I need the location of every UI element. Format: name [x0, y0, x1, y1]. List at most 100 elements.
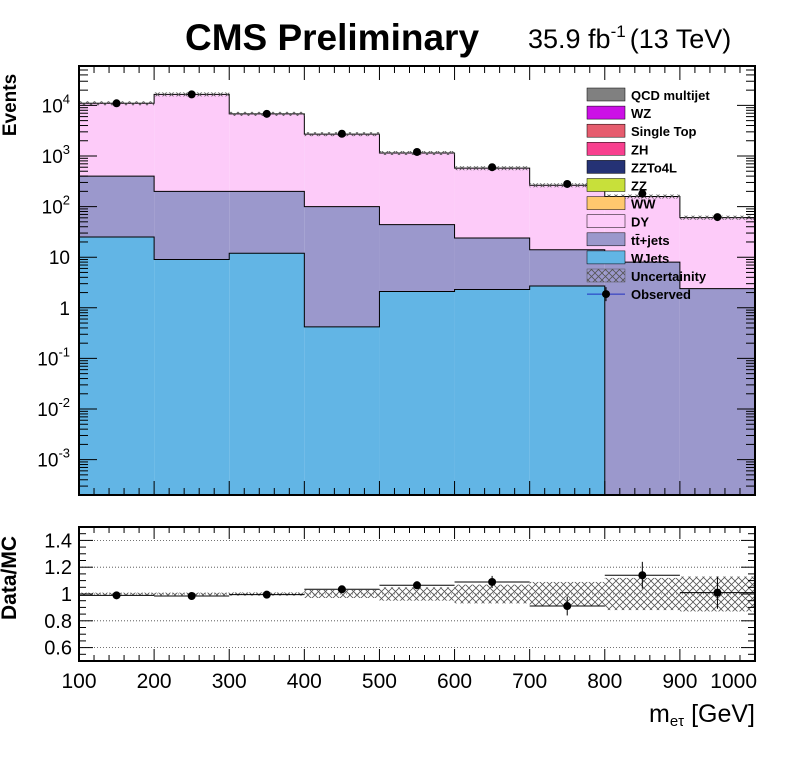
legend-swatch [586, 123, 626, 138]
x-tick-label: 100 [61, 670, 96, 693]
observed-point [187, 90, 196, 99]
x-axis-title-main: m [649, 700, 670, 728]
observed-point [638, 189, 647, 198]
ratio-point [488, 577, 497, 586]
legend-swatch [586, 105, 626, 120]
ratio-point [112, 591, 121, 600]
stack-bar [379, 153, 455, 225]
y-tick-exp: 3 [63, 142, 70, 157]
ratio-point [638, 571, 647, 580]
y-tick-exp: 2 [63, 193, 70, 208]
x-axis-title-sub: eτ [670, 713, 684, 730]
plot-title: CMS Preliminary [185, 17, 479, 58]
stack-bar [454, 168, 530, 238]
y-tick-label: 1 [59, 299, 70, 320]
stack-bar [154, 94, 230, 192]
main-frame [78, 65, 756, 496]
x-tick-label: 700 [512, 670, 547, 693]
ratio-point [262, 590, 271, 599]
stack-bar [304, 206, 380, 327]
y-tick-base: 10 [42, 147, 63, 168]
stack-bar [529, 285, 605, 495]
x-tick-label: 400 [287, 670, 322, 693]
ratio-point [413, 581, 421, 590]
legend-swatch [586, 214, 626, 228]
x-axis-title: meτ [GeV] [649, 700, 755, 730]
legend-entry: WW [586, 196, 656, 212]
y-tick-base: 1 [59, 299, 70, 320]
x-axis-title-unit: [GeV] [684, 700, 755, 728]
stack-bar [79, 103, 155, 177]
y-tick-exp: -3 [58, 446, 70, 461]
x-tick-label: 900 [662, 670, 697, 693]
x-tick-label: 800 [587, 670, 622, 693]
ratio-point [337, 585, 346, 594]
x-tick-label: 300 [212, 670, 247, 693]
legend-label: QCD multijet [631, 88, 710, 103]
lumi-exponent: -1 [611, 22, 626, 41]
stack-bar [154, 259, 230, 495]
stack-bar [379, 291, 455, 495]
legend-entry: Single Top [586, 123, 697, 139]
legend-label: Single Top [631, 124, 697, 139]
legend-label: ZZTo4L [631, 160, 677, 175]
legend-label: ZZ [631, 179, 647, 194]
stack-dy [79, 94, 755, 289]
stack-bar [604, 262, 680, 495]
stack-bar [679, 217, 755, 289]
ratio-uncertainty [454, 584, 530, 604]
y-tick-base: 10 [42, 198, 63, 219]
legend-swatch [586, 87, 626, 102]
x-tick-label: 200 [137, 670, 172, 693]
legend-marker [602, 290, 610, 299]
y-tick-label: 102 [42, 193, 70, 219]
ratio-y-tick-label: 0.8 [44, 611, 72, 633]
stack-bar [154, 191, 230, 260]
ratio-point [187, 592, 196, 601]
y-tick-base: 10 [42, 96, 63, 117]
observed-point [112, 99, 121, 108]
ratio-uncertainty [379, 587, 455, 601]
legend-swatch [586, 142, 626, 156]
observed-point [337, 129, 346, 138]
stack-bar [454, 289, 530, 495]
legend-label: ZH [631, 142, 648, 157]
y-tick-base: 10 [37, 400, 58, 421]
legend-entry: ZZTo4L [586, 160, 677, 175]
y-tick-label: 103 [42, 142, 70, 168]
legend-label: Uncertainity [631, 269, 707, 284]
ratio-y-axis-title: Data/MC [0, 536, 21, 620]
legend-swatch [586, 232, 626, 247]
legend-swatch [586, 160, 626, 174]
legend-swatch [586, 250, 626, 265]
y-axis-title: Events [0, 74, 21, 136]
legend-entry: DY [586, 214, 649, 230]
ratio-y-tick-label: 1.4 [44, 530, 72, 552]
ratio-y-tick-label: 0.6 [44, 638, 72, 660]
observed-point [488, 163, 497, 172]
observed-point [563, 179, 572, 188]
y-tick-base: 10 [37, 451, 58, 472]
ratio-point [713, 588, 722, 597]
lumi-energy: (13 TeV) [630, 24, 732, 54]
observed-point [262, 109, 271, 118]
ratio-y-tick-label: 1.2 [44, 557, 72, 579]
y-tick-label: 10-1 [37, 344, 70, 370]
ratio-panel: 0.6 0.8 1 1.2 1.4 100 200 300 400 500 600 700 800 900… [0, 526, 757, 730]
legend: QCD multijet WZ Single Top ZH ZZTo4L ZZ WW DY tt… [586, 87, 710, 302]
x-tick-label: 1000 [710, 670, 757, 693]
y-tick-base: 10 [37, 349, 58, 370]
ratio-uncertainty [304, 589, 380, 599]
legend-label: Observed [631, 287, 691, 302]
ratio-y-tick-label: 1 [61, 584, 72, 606]
stack-bar [229, 191, 305, 254]
y-tick-exp: -2 [58, 395, 70, 410]
observed-point [413, 147, 421, 156]
y-tick-label: 104 [42, 91, 70, 117]
y-tick-label: 10-2 [37, 395, 70, 421]
ratio-point [563, 602, 572, 611]
legend-label: DY [631, 215, 649, 230]
legend-label: tt̄+jets [631, 233, 670, 248]
